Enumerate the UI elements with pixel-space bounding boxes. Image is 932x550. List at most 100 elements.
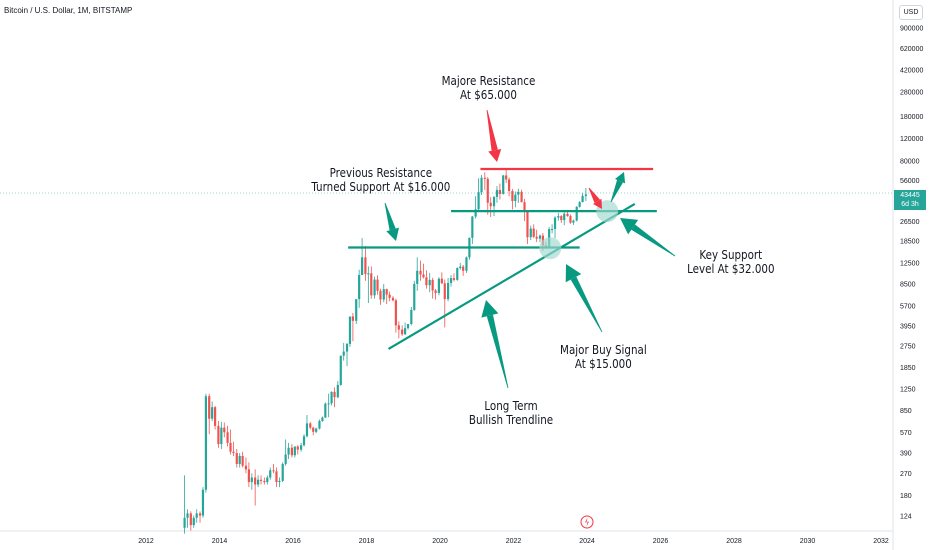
candle bbox=[471, 216, 474, 244]
candle-body bbox=[428, 279, 431, 286]
price-tick-label: 8500 bbox=[900, 281, 916, 288]
candle bbox=[529, 225, 532, 241]
candle-body bbox=[465, 257, 468, 271]
candle-body bbox=[204, 396, 208, 490]
drawings[interactable] bbox=[348, 109, 676, 389]
candle-body bbox=[281, 463, 284, 481]
candle bbox=[315, 427, 318, 434]
candle-body bbox=[254, 477, 257, 485]
candle bbox=[495, 186, 499, 203]
time-tick-label: 2012 bbox=[138, 538, 154, 545]
arrow-shaft bbox=[610, 179, 623, 203]
candle-body bbox=[324, 403, 327, 418]
buy-signal-circle bbox=[539, 237, 562, 260]
candle bbox=[557, 212, 560, 221]
candle bbox=[428, 272, 431, 293]
candle bbox=[437, 277, 440, 296]
tradingview-logo bbox=[580, 515, 594, 529]
candle-body bbox=[575, 206, 578, 221]
price-tick-label: 280000 bbox=[900, 90, 923, 97]
candle bbox=[465, 256, 468, 273]
candle-body bbox=[213, 407, 217, 426]
arrow-shaft bbox=[570, 276, 603, 333]
candle bbox=[211, 401, 214, 421]
candle bbox=[532, 224, 535, 239]
arrow-small-red bbox=[588, 187, 602, 209]
candle bbox=[443, 279, 446, 328]
candle bbox=[434, 289, 437, 300]
candle bbox=[324, 402, 327, 418]
candle bbox=[284, 439, 287, 466]
candle-body bbox=[269, 470, 272, 478]
candle-body bbox=[250, 477, 253, 483]
annotation-key-support[interactable]: Key Support Level At $32.000 bbox=[687, 248, 774, 276]
candle bbox=[208, 393, 211, 435]
candle bbox=[553, 216, 557, 239]
candle-body bbox=[330, 391, 333, 404]
candle bbox=[373, 276, 376, 299]
candle bbox=[406, 323, 410, 330]
candle bbox=[213, 405, 217, 430]
candle bbox=[566, 211, 569, 217]
annotation-major-buy-signal[interactable]: Major Buy Signal At $15.000 bbox=[560, 343, 647, 371]
symbol-header: Bitcoin / U.S. Dollar, 1M, BITSTAMP bbox=[4, 6, 133, 15]
annotation-line: Majore Resistance bbox=[441, 74, 536, 88]
candle-body bbox=[309, 423, 312, 428]
candle-body bbox=[492, 196, 496, 207]
price-tick-label: 120000 bbox=[900, 136, 923, 143]
candle-body bbox=[394, 300, 397, 326]
candle bbox=[355, 299, 358, 324]
candle bbox=[256, 475, 260, 488]
candle-body bbox=[489, 202, 492, 207]
annotation-line: Turned Support At $16.000 bbox=[311, 180, 451, 194]
arrow-shaft bbox=[631, 224, 676, 257]
candle bbox=[296, 445, 299, 455]
candle bbox=[217, 420, 220, 448]
candle bbox=[462, 265, 465, 276]
candle bbox=[388, 291, 391, 302]
candle-body bbox=[315, 428, 318, 432]
time-axis[interactable]: 2012 2014 2016 2018 2020 2022 2024 2026 2028 2030… bbox=[138, 538, 889, 545]
candle-body bbox=[358, 275, 361, 300]
candle bbox=[244, 457, 248, 474]
price-tick-label: 18500 bbox=[900, 239, 920, 246]
candle-body bbox=[523, 202, 526, 212]
candle bbox=[309, 421, 312, 430]
candle bbox=[425, 270, 428, 289]
price-tick-label: 270 bbox=[900, 471, 912, 478]
candle-body bbox=[462, 266, 465, 271]
candle bbox=[223, 422, 226, 438]
candle bbox=[575, 206, 578, 222]
candle bbox=[440, 272, 443, 284]
candle-body bbox=[339, 355, 342, 385]
candle bbox=[416, 257, 419, 291]
candle bbox=[480, 175, 483, 195]
price-tick-label: 900000 bbox=[900, 26, 923, 33]
candle-body bbox=[318, 420, 321, 429]
candle bbox=[186, 509, 189, 528]
candle-body bbox=[348, 316, 352, 344]
candle bbox=[394, 298, 397, 333]
candle bbox=[290, 444, 293, 458]
candle-body bbox=[440, 278, 443, 284]
currency-button[interactable]: USD bbox=[899, 5, 923, 20]
price-tick-label: 420000 bbox=[900, 67, 923, 74]
annotation-previous-resistance[interactable]: Previous Resistance Turned Support At $1… bbox=[311, 166, 450, 194]
candle-body bbox=[379, 290, 382, 300]
candle-body bbox=[226, 432, 229, 443]
candle bbox=[431, 277, 434, 299]
annotation-long-term-trendline[interactable]: Long Term Bullish Trendline bbox=[469, 399, 553, 427]
candle bbox=[379, 288, 382, 305]
price-axis[interactable]: 900000 620000 420000 280000 180000 120000 8000… bbox=[900, 26, 923, 521]
arrow-shaft bbox=[486, 314, 509, 389]
candle bbox=[232, 441, 235, 456]
candle bbox=[229, 429, 232, 455]
candle bbox=[183, 475, 186, 534]
candle-body bbox=[413, 283, 416, 310]
candle-body bbox=[483, 177, 486, 179]
annotation-major-resistance[interactable]: Majore Resistance At $65.000 bbox=[442, 74, 536, 102]
candle-body bbox=[336, 384, 339, 398]
candle-body bbox=[247, 469, 250, 483]
